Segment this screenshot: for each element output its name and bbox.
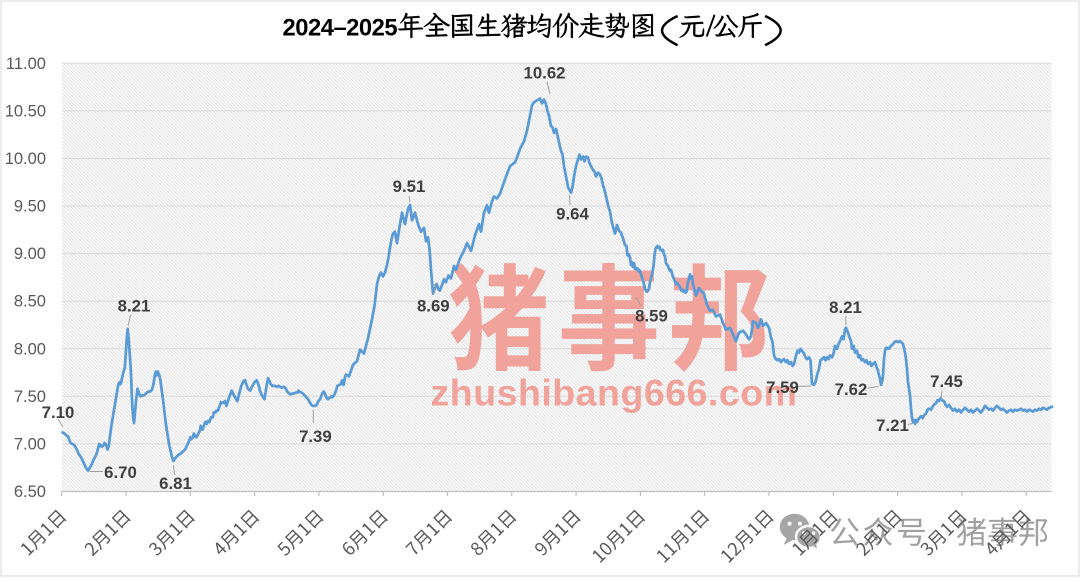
svg-text:7.50: 7.50 — [14, 388, 46, 406]
svg-text:10.62: 10.62 — [524, 64, 566, 83]
svg-text:10.00: 10.00 — [5, 150, 46, 168]
svg-text:9.51: 9.51 — [393, 177, 426, 196]
svg-text:8.50: 8.50 — [14, 293, 46, 311]
svg-text:zhushibang666.com: zhushibang666.com — [431, 372, 798, 414]
svg-text:7.00: 7.00 — [14, 435, 46, 453]
svg-text:8.59: 8.59 — [635, 307, 668, 326]
svg-text:11.00: 11.00 — [6, 55, 46, 73]
svg-text:10.50: 10.50 — [5, 102, 46, 120]
svg-text:8.21: 8.21 — [829, 298, 862, 317]
svg-text:7.39: 7.39 — [299, 427, 332, 446]
svg-text:7.21: 7.21 — [876, 416, 909, 435]
svg-text:7.45: 7.45 — [930, 372, 963, 391]
svg-text:6.50: 6.50 — [14, 483, 46, 501]
svg-text:9.64: 9.64 — [556, 205, 589, 224]
svg-text:8.21: 8.21 — [118, 297, 151, 316]
svg-text:8.00: 8.00 — [14, 340, 46, 358]
svg-text:2024–2025: 2024–2025 — [283, 14, 398, 41]
svg-text:7.10: 7.10 — [42, 403, 75, 422]
svg-text:6.81: 6.81 — [159, 474, 192, 493]
svg-text:7.59: 7.59 — [766, 378, 799, 397]
svg-text:8.69: 8.69 — [417, 296, 450, 315]
svg-text:6.70: 6.70 — [104, 463, 137, 482]
svg-text:9.00: 9.00 — [14, 245, 46, 263]
svg-text:7.62: 7.62 — [835, 380, 868, 399]
svg-text:9.50: 9.50 — [14, 198, 46, 216]
